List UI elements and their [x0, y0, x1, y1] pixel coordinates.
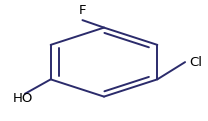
Text: F: F [79, 4, 86, 17]
Text: HO: HO [13, 92, 33, 105]
Text: Cl: Cl [189, 56, 202, 69]
